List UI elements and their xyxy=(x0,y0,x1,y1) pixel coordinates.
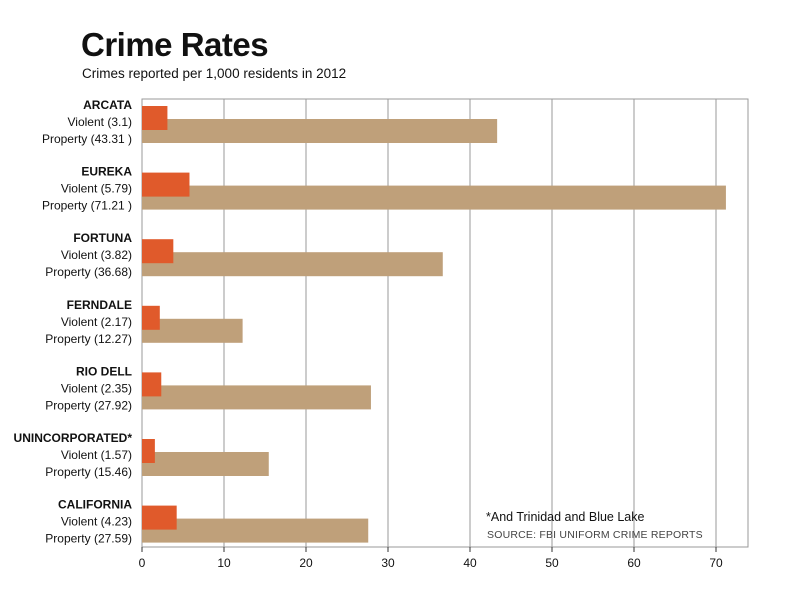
property-bar-unincorporated xyxy=(142,452,269,476)
property-label-ferndale: Property (12.27) xyxy=(45,332,132,346)
violent-bar-rio-dell xyxy=(142,372,162,397)
property-label-california: Property (27.59) xyxy=(45,532,132,546)
property-label-rio-dell: Property (27.92) xyxy=(45,398,132,412)
violent-label-eureka: Violent (5.79) xyxy=(61,182,132,196)
property-bar-arcata xyxy=(142,119,498,143)
violent-label-ferndale: Violent (2.17) xyxy=(61,315,132,329)
footnote: *And Trinidad and Blue Lake xyxy=(486,510,645,524)
property-bar-eureka xyxy=(142,185,726,210)
group-label-california: CALIFORNIA xyxy=(58,498,132,512)
violent-label-arcata: Violent (3.1) xyxy=(68,115,132,129)
violent-label-california: Violent (4.23) xyxy=(61,515,132,529)
violent-label-fortuna: Violent (3.82) xyxy=(61,248,132,262)
group-label-rio-dell: RIO DELL xyxy=(76,364,132,378)
group-label-arcata: ARCATA xyxy=(83,98,132,112)
violent-label-rio-dell: Violent (2.35) xyxy=(61,381,132,395)
chart-subtitle: Crimes reported per 1,000 residents in 2… xyxy=(82,66,347,81)
property-bar-rio-dell xyxy=(142,385,371,410)
property-label-fortuna: Property (36.68) xyxy=(45,265,132,279)
violent-bar-unincorporated xyxy=(142,439,155,463)
group-label-unincorporated: UNINCORPORATED* xyxy=(14,431,133,445)
x-tick-label-10: 10 xyxy=(217,556,231,570)
x-tick-label-0: 0 xyxy=(139,556,146,570)
violent-bar-arcata xyxy=(142,106,168,130)
group-label-eureka: EUREKA xyxy=(81,165,132,179)
violent-label-unincorporated: Violent (1.57) xyxy=(61,448,132,462)
group-label-fortuna: FORTUNA xyxy=(73,231,132,245)
property-bar-fortuna xyxy=(142,252,443,277)
property-label-unincorporated: Property (15.46) xyxy=(45,465,132,479)
violent-bar-eureka xyxy=(142,172,190,197)
property-label-eureka: Property (71.21 ) xyxy=(42,199,132,213)
x-tick-label-30: 30 xyxy=(381,556,395,570)
violent-bar-ferndale xyxy=(142,305,160,330)
property-bar-california xyxy=(142,518,369,543)
x-tick-label-60: 60 xyxy=(627,556,641,570)
x-tick-label-20: 20 xyxy=(299,556,313,570)
violent-bar-fortuna xyxy=(142,239,174,264)
source-credit: SOURCE: FBI UNIFORM CRIME REPORTS xyxy=(487,529,703,541)
violent-bar-california xyxy=(142,505,177,530)
group-label-ferndale: FERNDALE xyxy=(67,298,132,312)
x-tick-label-50: 50 xyxy=(545,556,559,570)
chart-title: Crime Rates xyxy=(81,26,269,63)
x-tick-label-70: 70 xyxy=(709,556,723,570)
x-tick-label-40: 40 xyxy=(463,556,477,570)
property-label-arcata: Property (43.31 ) xyxy=(42,132,132,146)
